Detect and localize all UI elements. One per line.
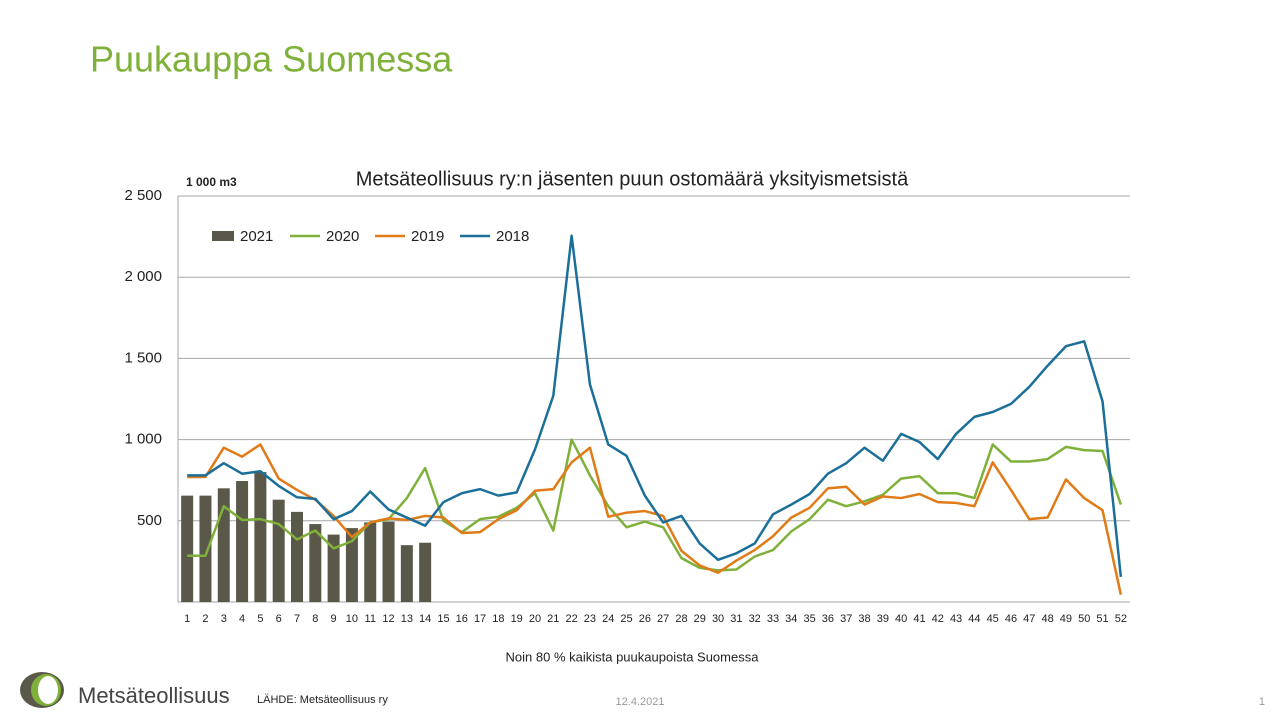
x-tick-label: 24	[602, 613, 614, 625]
x-axis-label: Noin 80 % kaikista puukaupoista Suomessa	[506, 649, 760, 664]
line	[187, 234, 1123, 577]
x-tick-label: 6	[276, 613, 282, 625]
x-tick-label: 20	[529, 613, 541, 625]
x-tick-label: 30	[712, 613, 724, 625]
x-tick-label: 31	[730, 613, 742, 625]
legend-label: 2018	[496, 228, 529, 245]
legend-label: 2020	[326, 228, 359, 245]
line	[187, 443, 1123, 595]
x-tick-label: 25	[620, 613, 632, 625]
x-tick-label: 1	[184, 613, 190, 625]
x-tick-label: 33	[767, 613, 779, 625]
bar	[272, 499, 285, 602]
legend-swatch	[212, 231, 234, 241]
chart-title: Metsäteollisuus ry:n jäsenten puun ostom…	[356, 168, 909, 190]
x-tick-label: 29	[694, 613, 706, 625]
page-number: 1	[1259, 696, 1265, 708]
x-tick-label: 19	[511, 613, 523, 625]
bar	[181, 495, 194, 602]
x-tick-label: 23	[584, 613, 596, 625]
bar	[345, 528, 358, 602]
x-tick-label: 42	[932, 613, 944, 625]
bar	[291, 511, 303, 602]
x-tick-label: 38	[858, 613, 870, 625]
x-tick-label: 52	[1115, 613, 1127, 625]
x-tick-label: 36	[822, 613, 834, 625]
x-tick-label: 4	[239, 613, 245, 625]
x-tick-label: 50	[1078, 613, 1090, 625]
legend-label: 2019	[411, 228, 444, 245]
x-tick-label: 10	[346, 613, 358, 625]
bar	[327, 534, 340, 602]
legend-label: 2021	[240, 228, 273, 245]
date: 12.4.2021	[616, 696, 665, 708]
x-tick-label: 45	[987, 613, 999, 625]
line	[187, 438, 1123, 572]
slide-title: Puukauppa Suomessa	[90, 39, 453, 80]
y-tick-label: 500	[137, 512, 162, 529]
bar	[254, 472, 267, 602]
x-tick-label: 32	[749, 613, 761, 625]
x-tick-label: 35	[803, 613, 815, 625]
bar	[400, 545, 413, 602]
x-tick-label: 3	[221, 613, 227, 625]
x-tick-label: 9	[331, 613, 337, 625]
x-tick-label: 37	[840, 613, 852, 625]
x-tick-label: 22	[565, 613, 577, 625]
x-tick-label: 49	[1060, 613, 1072, 625]
y-tick-label: 2 000	[124, 268, 162, 285]
x-tick-label: 21	[547, 613, 559, 625]
x-tick-label: 17	[474, 613, 486, 625]
x-tick-label: 18	[492, 613, 504, 625]
x-tick-label: 44	[968, 613, 980, 625]
x-tick-label: 16	[456, 613, 468, 625]
x-tick-label: 12	[382, 613, 394, 625]
y-tick-label: 2 500	[124, 187, 162, 204]
x-tick-label: 41	[913, 613, 925, 625]
x-tick-label: 11	[365, 613, 376, 625]
x-tick-label: 15	[437, 613, 449, 625]
x-tick-label: 43	[950, 613, 962, 625]
x-tick-label: 7	[294, 613, 300, 625]
x-tick-label: 46	[1005, 613, 1017, 625]
logo	[20, 672, 64, 708]
source: LÄHDE: Metsäteollisuus ry	[257, 694, 388, 706]
x-tick-label: 27	[657, 613, 669, 625]
x-tick-label: 26	[639, 613, 651, 625]
x-tick-label: 2	[202, 613, 208, 625]
x-tick-label: 51	[1096, 613, 1108, 625]
bar	[236, 481, 249, 602]
logo-text: Metsäteollisuus	[78, 683, 230, 708]
x-tick-label: 48	[1041, 613, 1053, 625]
x-tick-label: 47	[1023, 613, 1035, 625]
x-tick-label: 8	[312, 613, 318, 625]
y-tick-label: 1 500	[124, 349, 162, 366]
y-unit: 1 000 m3	[186, 175, 237, 189]
x-tick-label: 39	[877, 613, 889, 625]
x-tick-label: 13	[401, 613, 413, 625]
x-tick-label: 5	[257, 613, 263, 625]
bar	[364, 522, 377, 602]
y-tick-label: 1 000	[124, 431, 162, 448]
bar	[309, 524, 322, 602]
bar	[199, 495, 212, 602]
x-tick-label: 14	[419, 613, 431, 625]
x-tick-label: 28	[675, 613, 687, 625]
x-tick-label: 40	[895, 613, 907, 625]
bar	[419, 542, 432, 602]
x-tick-label: 34	[785, 613, 797, 625]
logo-shape	[38, 676, 58, 704]
bar	[382, 521, 395, 602]
